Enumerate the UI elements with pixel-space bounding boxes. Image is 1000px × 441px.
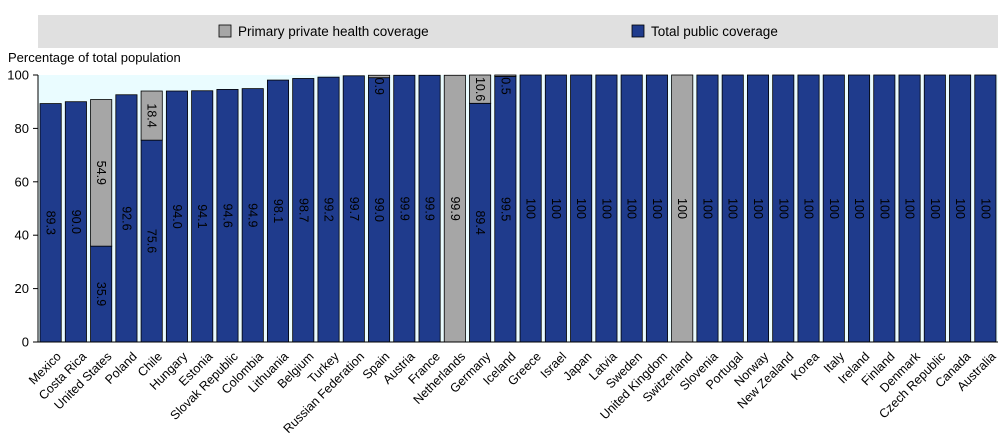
value-label-public: 100 [827,198,841,219]
value-label-public: 94.1 [195,204,209,228]
y-tick-label: 80 [15,121,29,136]
value-label-public: 99.9 [397,196,411,220]
legend-swatch-public [631,24,645,38]
bar-private [90,99,113,247]
value-label-public: 89.4 [473,210,487,234]
value-label-private: 54.9 [94,161,108,185]
value-label-public: 100 [625,198,639,219]
value-label-public: 98.1 [271,199,285,223]
value-label-public: 100 [524,198,538,219]
value-label-public: 99.7 [347,197,361,221]
value-label-public: 100 [549,198,563,219]
legend-band [38,15,998,48]
bar-private [469,74,492,104]
x-tick-label: Korea [788,349,822,383]
y-axis-title: Percentage of total population [8,50,181,65]
y-tick-label: 20 [15,281,29,296]
value-label-public: 90.0 [69,210,83,234]
value-label-public: 94.0 [170,204,184,228]
value-label-public: 100 [776,198,790,219]
value-label-public: 99.0 [372,198,386,222]
value-label-public: 99.9 [423,196,437,220]
value-label-private: 99.9 [448,196,462,220]
value-label-public: 100 [650,198,664,219]
legend-label-private: Primary private health coverage [238,24,429,39]
value-label-public: 100 [877,198,891,219]
value-label-public: 99.5 [498,197,512,221]
value-label-public: 94.6 [220,204,234,228]
value-label-public: 35.9 [94,282,108,306]
legend-swatch-private [218,24,232,38]
y-tick-label: 0 [22,335,29,350]
value-label-public: 100 [953,198,967,219]
value-label-private: 10.6 [473,77,487,101]
bars [39,74,997,343]
bar-private [368,74,391,79]
value-label-private: 0.9 [372,78,386,95]
y-axis: 0 20 40 60 80 100 [7,68,38,350]
value-label-public: 100 [978,198,992,219]
bar-private [140,90,163,141]
y-tick-label: 40 [15,228,29,243]
value-label-public: 94.9 [246,203,260,227]
value-label-public: 100 [599,198,613,219]
value-label-public: 98.7 [296,198,310,222]
value-label-public: 100 [700,198,714,219]
value-labels: 89.3 90.0 35.9 54.9 92.6 75.6 18.4 94.0 94.1 94.6… [44,77,993,306]
legend-label-public: Total public coverage [651,24,778,39]
value-label-public: 100 [802,198,816,219]
value-label-public: 100 [574,198,588,219]
value-label-public: 75.6 [145,229,159,253]
value-label-public: 100 [903,198,917,219]
value-label-private: 100 [675,198,689,219]
value-label-public: 92.6 [119,206,133,230]
x-tick-label: Japan [561,349,595,383]
value-label-public: 100 [751,198,765,219]
value-label-public: 89.3 [44,211,58,235]
y-tick-label: 100 [7,68,29,83]
value-label-public: 100 [928,198,942,219]
value-label-public: 100 [852,198,866,219]
value-label-public: 100 [726,198,740,219]
value-label-public: 99.2 [322,197,336,221]
value-label-private: 0.5 [498,77,512,94]
y-tick-label: 60 [15,174,29,189]
value-label-private: 18.4 [145,103,159,127]
bar-private [494,74,517,77]
